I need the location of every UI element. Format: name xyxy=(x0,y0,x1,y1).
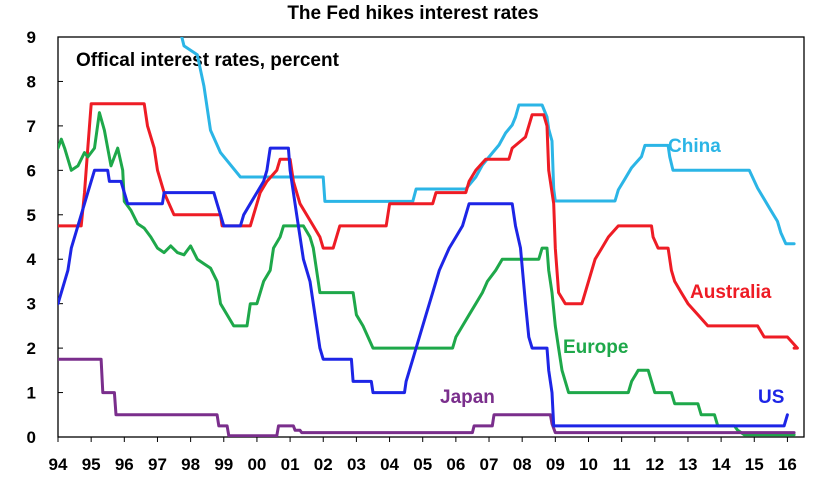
x-tick-label: 04 xyxy=(380,455,399,474)
x-tick-label: 08 xyxy=(513,455,532,474)
x-tick-label: 06 xyxy=(446,455,465,474)
series-label-us: US xyxy=(758,387,784,408)
x-tick-label: 95 xyxy=(82,455,101,474)
x-tick-label: 99 xyxy=(214,455,233,474)
x-tick-label: 16 xyxy=(778,455,797,474)
x-tick-label: 97 xyxy=(148,455,167,474)
series-label-europe: Europe xyxy=(563,337,628,358)
x-tick-label: 15 xyxy=(745,455,764,474)
x-tick-label: 12 xyxy=(645,455,664,474)
y-tick-label: 9 xyxy=(27,28,36,47)
series-label-japan: Japan xyxy=(440,387,495,408)
y-tick-label: 8 xyxy=(27,72,36,91)
x-tick-label: 14 xyxy=(712,455,731,474)
y-tick-label: 6 xyxy=(27,161,36,180)
series-label-china: China xyxy=(668,136,721,157)
x-tick-label: 13 xyxy=(678,455,697,474)
y-axis: 0 1 2 3 4 5 6 7 8 9 xyxy=(27,28,63,447)
x-tick-label: 05 xyxy=(413,455,432,474)
series-line-us xyxy=(58,146,789,428)
x-tick-label: 02 xyxy=(314,455,333,474)
y-tick-label: 7 xyxy=(27,117,36,136)
x-tick-label: 11 xyxy=(613,455,631,474)
y-tick-label: 3 xyxy=(27,295,36,314)
x-tick-label: 01 xyxy=(281,455,300,474)
y-tick-label: 4 xyxy=(27,250,37,269)
series-line-europe xyxy=(58,111,796,437)
plot-frame xyxy=(57,36,805,438)
x-axis: 94 95 96 97 98 99 00 01 02 03 04 05 06 07 08 09 10 11 12 13… xyxy=(49,437,797,474)
x-tick-label: 03 xyxy=(347,455,366,474)
x-tick-label: 94 xyxy=(49,455,68,474)
x-tick-label: 09 xyxy=(546,455,565,474)
chart-title: The Fed hikes interest rates xyxy=(287,3,539,24)
series-layer xyxy=(58,37,799,437)
x-tick-label: 07 xyxy=(480,455,499,474)
x-tick-label: 96 xyxy=(115,455,134,474)
series-line-china xyxy=(180,37,796,246)
y-tick-label: 1 xyxy=(27,384,36,403)
series-label-australia: Australia xyxy=(690,282,772,303)
x-tick-label: 98 xyxy=(181,455,200,474)
y-tick-label: 0 xyxy=(27,428,36,447)
chart-subtitle: Offical interest rates, percent xyxy=(76,50,340,71)
y-tick-label: 2 xyxy=(27,339,36,358)
y-tick-label: 5 xyxy=(27,206,36,225)
series-line-japan xyxy=(58,357,796,437)
x-tick-label: 00 xyxy=(247,455,266,474)
x-tick-label: 10 xyxy=(579,455,598,474)
